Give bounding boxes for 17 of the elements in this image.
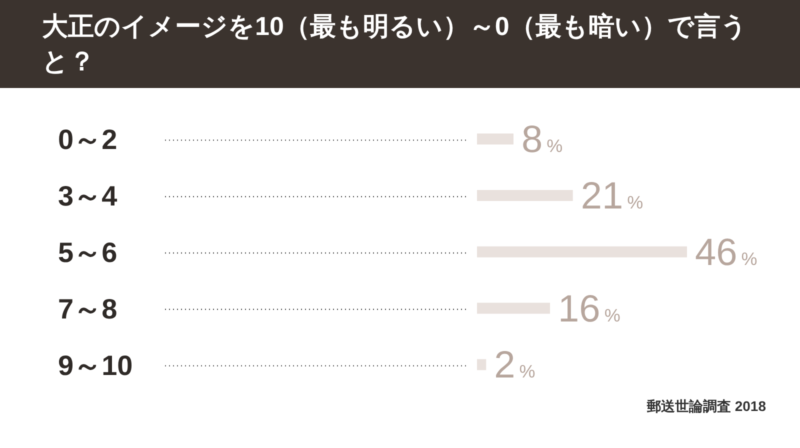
y-tick-label: 7～8 bbox=[58, 293, 118, 324]
y-tick-label: 3～4 bbox=[58, 180, 118, 212]
data-label: 46% bbox=[695, 232, 758, 274]
text: 郵送世論調査 2018 bbox=[646, 398, 766, 416]
data-label: 2% bbox=[494, 344, 536, 387]
y-tick-label: 9～10 bbox=[58, 350, 133, 381]
data-label: 8% bbox=[522, 119, 563, 162]
y-tick-label: 0～2 bbox=[58, 124, 118, 156]
bar bbox=[477, 190, 573, 201]
chart-title: 大正のイメージを10（最も明るい）～0（最も暗い）で言うと？ bbox=[0, 0, 800, 88]
y-tick-label: 5～6 bbox=[58, 237, 118, 268]
bar bbox=[477, 359, 486, 370]
bar bbox=[477, 302, 550, 314]
bar bbox=[477, 246, 687, 258]
data-label: 21% bbox=[580, 175, 644, 218]
data-label: 16% bbox=[558, 288, 620, 330]
bar bbox=[477, 134, 514, 145]
